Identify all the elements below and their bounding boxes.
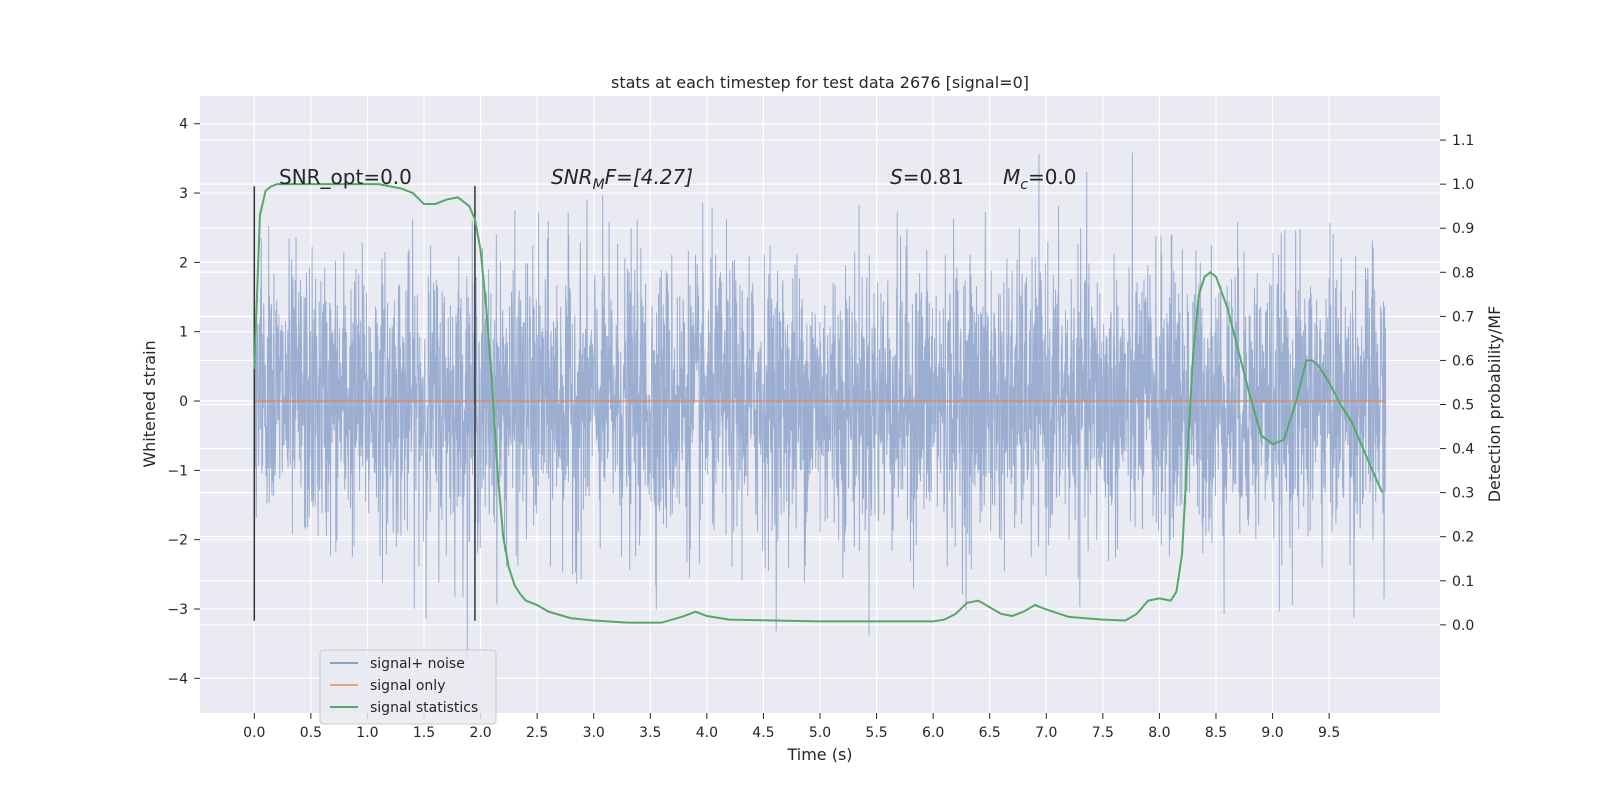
y-right-tick-label: 0.1 (1452, 574, 1474, 590)
x-tick-label: 2.5 (526, 725, 548, 741)
x-axis-ticks: 0.0 0.5 1.0 1.5 2.0 2.5 3.0 3.5 4.0 4.5 5.0 5.5 6.0 6… (243, 713, 1340, 741)
y-axis-ticks: 4 3 2 1 0 −1 −2 −3 −4 (167, 117, 200, 687)
y-tick-label: 2 (179, 255, 188, 271)
x-tick-label: 1.0 (356, 725, 378, 741)
y-right-tick-label: 1.0 (1452, 177, 1474, 193)
x-tick-label: 7.0 (1035, 725, 1057, 741)
annotation-mc: Mc=0.0 (1003, 165, 1077, 193)
legend-label-noise: signal+ noise (370, 656, 465, 672)
y-right-tick-label: 0.9 (1452, 221, 1474, 237)
x-axis-label: Time (s) (786, 745, 852, 764)
y-right-tick-label: 0.0 (1452, 618, 1474, 634)
y-right-tick-label: 0.6 (1452, 353, 1474, 369)
y-tick-label: 0 (179, 394, 188, 410)
y-tick-label: 3 (179, 186, 188, 202)
legend: signal+ noise signal only signal statist… (319, 649, 497, 725)
x-tick-label: 4.5 (752, 725, 774, 741)
y-tick-label: −2 (167, 533, 188, 549)
x-tick-label: 3.0 (583, 725, 605, 741)
x-tick-label: 9.0 (1261, 725, 1283, 741)
x-tick-label: 0.0 (243, 725, 265, 741)
annotation-snr-mf: SNRMF=[4.27] (551, 165, 693, 193)
statistics-series (253, 183, 1384, 624)
annotation-snr-mf-sub: M (593, 177, 605, 193)
y-right-tick-label: 1.1 (1452, 133, 1474, 149)
y-right-tick-label: 0.8 (1452, 265, 1474, 281)
legend-box (319, 649, 497, 725)
x-tick-label: 2.0 (469, 725, 491, 741)
y-right-axis-ticks: 1.1 1.0 0.9 0.8 0.7 0.6 0.5 0.4 0.3 0.2 0.1 0.0 (1440, 133, 1474, 634)
x-tick-label: 0.5 (300, 725, 322, 741)
y-right-axis-label: Detection probability/MF (1485, 306, 1504, 503)
annotation-s-var: S (890, 165, 903, 189)
y-right-tick-label: 0.4 (1452, 442, 1474, 458)
annotation-mc-val: =0.0 (1028, 165, 1077, 189)
annotation-mc-sub: c (1020, 177, 1028, 193)
noise-series (253, 152, 1387, 662)
annotation-snr-mf-base: SNR (551, 165, 593, 189)
y-tick-label: −1 (167, 463, 188, 479)
y-right-tick-label: 0.2 (1452, 530, 1474, 546)
vertical-markers (253, 186, 476, 621)
y-right-tick-label: 0.5 (1452, 398, 1474, 414)
y-right-tick-label: 0.7 (1452, 309, 1474, 325)
legend-label-stats: signal statistics (370, 700, 478, 716)
x-tick-label: 7.5 (1092, 725, 1114, 741)
y-axis-label: Whitened strain (140, 340, 159, 467)
x-tick-label: 8.5 (1205, 725, 1227, 741)
annotation-s: S=0.81 (890, 165, 964, 189)
annotation-snr-mf-f: F=[4.27] (605, 165, 693, 189)
x-tick-label: 8.0 (1148, 725, 1170, 741)
legend-label-signal: signal only (370, 678, 445, 694)
x-tick-label: 6.0 (922, 725, 944, 741)
annotation-s-val: =0.81 (903, 165, 964, 189)
x-tick-label: 5.5 (865, 725, 887, 741)
x-tick-label: 9.5 (1318, 725, 1340, 741)
annotation-snr-opt: SNR_opt=0.0 (279, 165, 412, 189)
statistics-line (253, 183, 1384, 624)
chart-title: stats at each timestep for test data 267… (611, 73, 1029, 92)
x-tick-label: 6.5 (979, 725, 1001, 741)
x-tick-label: 5.0 (809, 725, 831, 741)
y-right-tick-label: 0.3 (1452, 486, 1474, 502)
y-tick-label: −4 (167, 671, 188, 687)
x-tick-label: 4.0 (696, 725, 718, 741)
annotation-mc-var: M (1003, 165, 1020, 189)
x-tick-label: 1.5 (413, 725, 435, 741)
y-tick-label: −3 (167, 602, 188, 618)
x-tick-label: 3.5 (639, 725, 661, 741)
noise-line (253, 152, 1387, 662)
y-tick-label: 1 (179, 325, 188, 341)
y-tick-label: 4 (179, 117, 188, 133)
